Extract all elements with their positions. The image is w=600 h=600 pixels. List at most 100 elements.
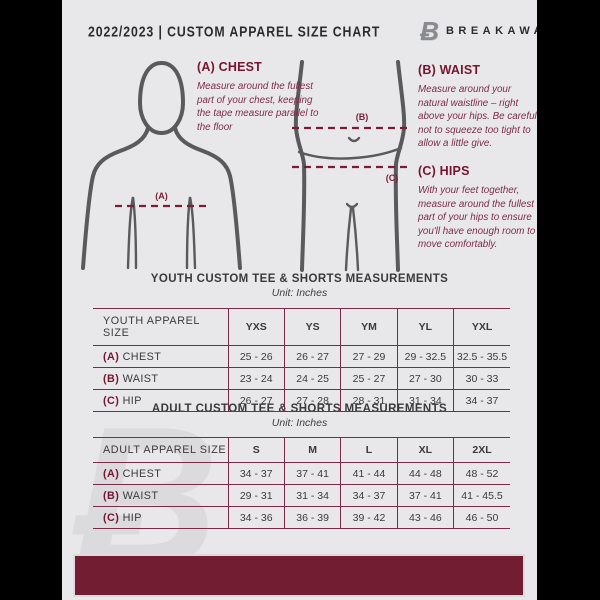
chest-guide: (A) CHEST Measure around the fullest par… (197, 60, 321, 134)
measurement-prefix: (A) (103, 467, 123, 480)
table-row: (B) WAIST 29 - 31 31 - 34 34 - 37 37 - 41 41 … (93, 484, 510, 507)
measurement-value-cell: 37 - 41 (396, 484, 454, 507)
size-column-header: 2XL (453, 437, 510, 463)
header: 2022/2023 | CUSTOM APPAREL SIZE CHART Ƀ … (88, 16, 537, 46)
hips-guide: (C) HIPS With your feet together, measur… (418, 164, 537, 252)
measurement-value-cell: 31 - 34 (283, 484, 341, 507)
measurement-prefix: (C) (103, 511, 123, 524)
measurement-value-cell: 32.5 - 35.5 (453, 345, 510, 368)
size-column-header: YXL (453, 308, 510, 346)
right-shoulder-arm (173, 126, 242, 270)
measurement-value-cell: 24 - 25 (283, 367, 341, 390)
measurement-value-cell: 34 - 37 (227, 462, 285, 485)
size-column-header: M (283, 437, 341, 463)
measurement-value-cell: 31 - 34 (396, 389, 454, 412)
measurement-value-cell: 41 - 44 (340, 462, 398, 485)
chest-marker-label: (A) (155, 191, 168, 201)
measurement-value-cell: 26 - 27 (283, 345, 341, 368)
right-armpit-line (185, 196, 197, 270)
measurement-label-cell: (A) CHEST (93, 345, 228, 368)
measurement-name: HIP (122, 394, 142, 407)
table-header-row: YOUTH APPAREL SIZE YXS YS YM YL YXL (93, 308, 510, 346)
size-column-header: XL (396, 437, 454, 463)
chest-guide-text: Measure around the fullest part of your … (197, 81, 319, 133)
breakaway-b-logo-icon: Ƀ (420, 16, 439, 46)
hips-guide-heading: (C) HIPS (418, 164, 470, 178)
measurement-label-cell: (C) HIP (93, 506, 228, 529)
measurement-name: HIP (122, 511, 142, 524)
waist-guide-heading: (B) WAIST (418, 63, 481, 77)
left-armpit-line (126, 196, 138, 270)
table-row: (A) CHEST 25 - 26 26 - 27 27 - 29 29 - 32.5 3… (93, 345, 510, 368)
size-column-header: YS (283, 308, 341, 346)
waist-guide: (B) WAIST Measure around your natural wa… (418, 63, 537, 151)
measurement-value-cell: 39 - 42 (340, 506, 398, 529)
table-header-row: ADULT APPAREL SIZE S M L XL 2XL (93, 437, 510, 463)
measurement-value-cell: 29 - 32.5 (396, 345, 454, 368)
measurement-name: WAIST (122, 489, 159, 502)
crotch-curve (345, 202, 359, 209)
hip-marker-label: (C) (386, 173, 399, 183)
measurement-value-cell: 36 - 39 (283, 506, 341, 529)
youth-section-header: YOUTH CUSTOM TEE & SHORTS MEASUREMENTS U… (62, 273, 537, 299)
adult-table-unit: Unit: Inches (271, 417, 328, 429)
measurement-prefix: (B) (103, 372, 123, 385)
table-row: (C) HIP 26 - 27 27 - 28 28 - 31 31 - 34 34 - … (93, 389, 510, 412)
size-column-header: S (227, 437, 285, 463)
measurement-value-cell: 25 - 27 (340, 367, 398, 390)
youth-table-title: YOUTH CUSTOM TEE & SHORTS MEASUREMENTS (150, 273, 449, 285)
measurement-value-cell: 27 - 28 (283, 389, 341, 412)
measurement-value-cell: 44 - 48 (396, 462, 454, 485)
measurement-prefix: (A) (103, 350, 123, 363)
table-row: (A) CHEST 34 - 37 37 - 41 41 - 44 44 - 48 48 … (93, 462, 510, 485)
table-row: (C) HIP 34 - 36 36 - 39 39 - 42 43 - 46 46 - … (93, 506, 510, 529)
measurement-value-cell: 46 - 50 (453, 506, 510, 529)
measurement-value-cell: 34 - 36 (227, 506, 285, 529)
measurement-value-cell: 43 - 46 (396, 506, 454, 529)
hips-guide-text: With your feet together, measure around … (418, 185, 536, 251)
measurement-value-cell: 27 - 29 (340, 345, 398, 368)
head-outline (137, 60, 186, 136)
measurement-label-cell: (B) WAIST (93, 484, 228, 507)
measurement-value-cell: 26 - 27 (227, 389, 285, 412)
page-title: 2022/2023 | CUSTOM APPAREL SIZE CHART (88, 22, 381, 40)
measurement-value-cell: 25 - 26 (227, 345, 285, 368)
size-column-header: L (340, 437, 398, 463)
navel-mark (347, 136, 361, 143)
measurement-value-cell: 30 - 33 (453, 367, 510, 390)
measurement-prefix: (B) (103, 489, 123, 502)
measurement-value-cell: 27 - 30 (396, 367, 454, 390)
hip-contour-line (297, 146, 403, 160)
measurement-value-cell: 28 - 31 (340, 389, 398, 412)
waist-guide-text: Measure around your natural waistline – … (418, 84, 537, 150)
footer-bar (73, 554, 525, 597)
measurement-label-cell: (C) HIP (93, 389, 228, 412)
measurement-value-cell: 41 - 45.5 (453, 484, 510, 507)
brand-name: BREAKAWAY (445, 25, 537, 37)
measurement-prefix: (C) (103, 394, 123, 407)
measurement-name: CHEST (122, 350, 162, 363)
size-label-cell: YOUTH APPAREL SIZE (93, 308, 228, 346)
lower-body-silhouette: (B) (C) (292, 60, 408, 272)
size-column-header: YL (396, 308, 454, 346)
measurement-value-cell: 48 - 52 (453, 462, 510, 485)
size-column-header: YM (340, 308, 398, 346)
measurement-value-cell: 34 - 37 (340, 484, 398, 507)
measurement-name: CHEST (122, 467, 162, 480)
measurement-value-cell: 23 - 24 (227, 367, 285, 390)
size-chart-page: 2022/2023 | CUSTOM APPAREL SIZE CHART Ƀ … (62, 0, 537, 600)
measurement-value-cell: 34 - 37 (453, 389, 510, 412)
measurement-name: WAIST (122, 372, 159, 385)
left-inner-leg (344, 206, 353, 272)
upper-body-silhouette: (A) (81, 60, 242, 270)
measurement-label-cell: (A) CHEST (93, 462, 228, 485)
measurement-value-cell: 37 - 41 (283, 462, 341, 485)
table-row: (B) WAIST 23 - 24 24 - 25 25 - 27 27 - 30 30 … (93, 367, 510, 390)
waist-marker-label: (B) (356, 112, 369, 122)
youth-table-unit: Unit: Inches (271, 287, 328, 299)
right-inner-leg (351, 206, 360, 272)
size-label-cell: ADULT APPAREL SIZE (93, 437, 228, 463)
adult-size-table: ADULT APPAREL SIZE S M L XL 2XL (A) CHEST 34 - … (93, 437, 510, 529)
youth-size-table: YOUTH APPAREL SIZE YXS YS YM YL YXL (A) CHEST 2… (93, 308, 510, 412)
